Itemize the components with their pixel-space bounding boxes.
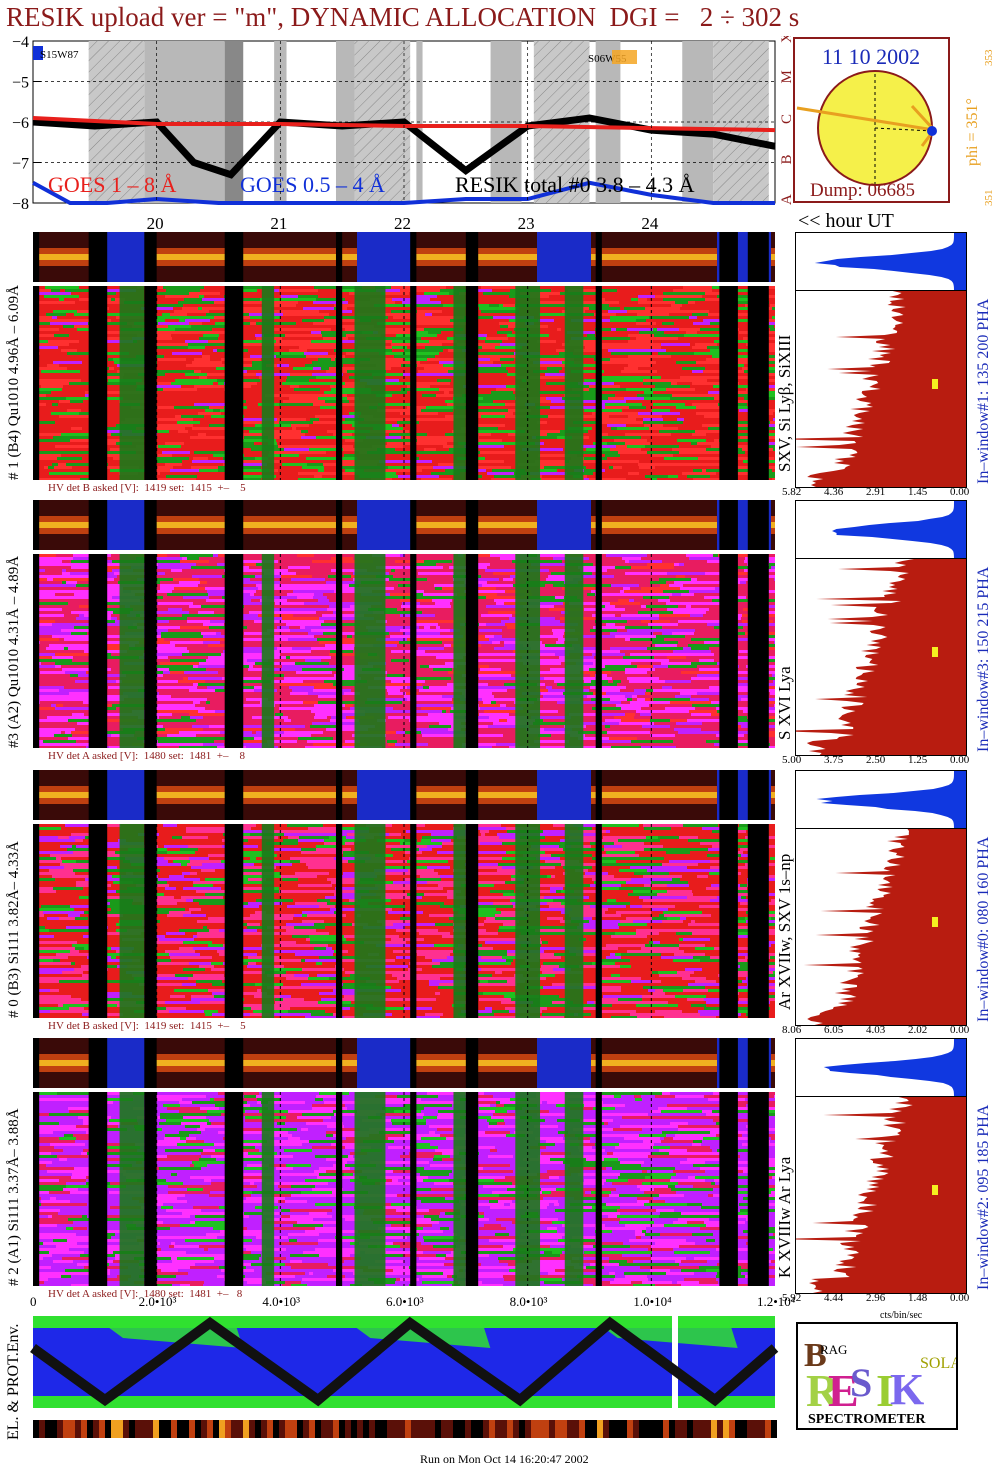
spectrum-xtick: 1.25 — [908, 754, 928, 766]
hour-ut-label: << hour UT — [798, 210, 894, 232]
goes-class-letter: B — [779, 154, 795, 164]
ar-left-label: S15W87 — [40, 49, 79, 61]
spectral-lines-label: Ar XVIIw, SXV 1s–np — [775, 853, 794, 1010]
orbit-position-plot: 11 10 2002 Dump: 06685 phi = 351° 353 35… — [793, 37, 995, 207]
orbit-date: 11 10 2002 — [822, 44, 920, 69]
goes-05-4-series — [32, 180, 775, 205]
hv-setting: HV det A asked [V]: 1480 set: 1481 +– 8 — [48, 750, 245, 762]
goes-ytick: −6 — [12, 115, 29, 132]
panel-ylabel: # 1 (B4) Qu1010 4.96Å – 6.09Å — [6, 285, 22, 480]
legend-goes054: GOES 0.5 – 4 Å — [240, 172, 385, 197]
hv-setting: HV det B asked [V]: 1419 set: 1415 +– 5 — [48, 1020, 246, 1032]
spectrum-xtick: 6.05 — [824, 1024, 844, 1036]
resik-logo: B RAG R E S I K SOLAR SPECTROMETER — [796, 1322, 973, 1430]
pha-strip — [20, 1038, 777, 1088]
svg-text:351: 351 — [983, 190, 995, 207]
spectrogram — [33, 286, 775, 480]
time-xtick: 0 — [30, 1294, 37, 1309]
legend-goes18: GOES 1 – 8 Å — [48, 172, 176, 197]
line-spectrum — [776, 1096, 967, 1294]
hour-tick-label: 21 — [270, 214, 287, 233]
run-timestamp: Run on Mon Oct 14 16:20:47 2002 — [420, 1452, 589, 1466]
spectrum-xtick: 1.48 — [908, 1292, 928, 1304]
spectrum-xtick: 2.91 — [866, 486, 886, 498]
hour-tick-label: 24 — [641, 214, 659, 233]
goes-class-letter: X — [779, 36, 795, 43]
spectrum-xtick: 4.36 — [824, 486, 844, 498]
legend-resik: RESIK total #0 3.8 – 4.3 Å — [455, 172, 695, 197]
spectrogram — [33, 824, 775, 1018]
spectrum-xtick: 2.96 — [866, 1292, 886, 1304]
spectral-lines-label: SXV, Si Lyβ, SiXIII — [775, 334, 794, 472]
dump-label: Dump: 06685 — [810, 180, 915, 201]
spectral-lines-label: S XVI Lya — [775, 666, 794, 740]
window-label: In–window#0: 080 160 PHA — [975, 836, 992, 1022]
svg-text:353: 353 — [983, 49, 995, 66]
window-label: In–window#2: 095 185 PHA — [975, 1104, 992, 1290]
spectrum-xtick: 5.92 — [782, 1292, 802, 1304]
particle-environment-plot: 0 2.0•10³ 4.0•10³ 6.0•10³ 8.0•10³ 1.0•10⁴ 1.2•… — [30, 1294, 796, 1438]
spectrum-xtick: 5.00 — [782, 754, 802, 766]
panel-ylabel: #3 (A2) Qu1010 4.31Å – 4.89Å — [6, 555, 22, 748]
goes-ytick: −5 — [12, 75, 29, 92]
pha-histogram — [795, 770, 967, 830]
time-xtick: 6.0•10³ — [386, 1294, 424, 1309]
spectrum-xtick: 0.00 — [950, 1024, 970, 1036]
goes-class-letter: M — [779, 70, 795, 83]
spectrum-xtick: 1.45 — [908, 486, 928, 498]
spectrum-xtick: 8.06 — [782, 1024, 802, 1036]
spectrum-xtick: 4.44 — [824, 1292, 844, 1304]
pha-strip — [20, 500, 777, 550]
time-xtick: 4.0•10³ — [262, 1294, 300, 1309]
panel-ylabel: # 2 (A1) Si111 3.37Å– 3.88Å — [6, 1108, 22, 1286]
goes-class-letter: C — [779, 114, 795, 124]
pha-histogram — [795, 232, 967, 292]
spectrum-xtick: 3.75 — [824, 754, 844, 766]
hour-tick-label: 20 — [147, 214, 164, 233]
spectrogram — [33, 1092, 775, 1286]
position-dot — [927, 126, 937, 136]
time-xtick: 2.0•10³ — [139, 1294, 177, 1309]
cts-label: cts/bin/sec — [880, 1310, 923, 1321]
panel-ylabel: # 0 (B3) Si111 3.82Å– 4.33Å — [6, 841, 22, 1018]
pha-histogram — [795, 500, 967, 560]
spectrum-xtick: 0.00 — [950, 486, 970, 498]
pha-histogram — [795, 1038, 967, 1098]
spectrum-xtick: 0.00 — [950, 1292, 970, 1304]
goes-ytick: −4 — [12, 36, 29, 51]
hour-tick-label: 23 — [518, 214, 535, 233]
phi-label: phi = 351° — [964, 98, 981, 166]
spectral-lines-label: K XVIIIw Ar Lya — [775, 1156, 794, 1278]
line-spectrum — [771, 290, 967, 488]
hv-setting: HV det A asked [V]: 1480 set: 1481 +– 8 — [48, 1288, 243, 1300]
pha-strip — [20, 770, 777, 820]
hv-setting: HV det B asked [V]: 1419 set: 1415 +– 5 — [48, 482, 246, 494]
spectrum-xtick: 2.50 — [866, 754, 886, 766]
hour-tick-label: 22 — [394, 214, 411, 233]
spectrogram — [33, 554, 775, 748]
spectrum-xtick: 4.03 — [866, 1024, 886, 1036]
time-xtick: 1.0•10⁴ — [633, 1294, 672, 1309]
line-spectrum — [773, 558, 967, 756]
pha-strip — [20, 232, 777, 282]
line-spectrum — [795, 828, 967, 1026]
spectrum-xtick: 0.00 — [950, 754, 970, 766]
goes-class-letter: A — [779, 194, 795, 205]
time-xtick: 1.2•10⁴ — [757, 1294, 796, 1309]
time-xtick: 8.0•10³ — [510, 1294, 548, 1309]
spectrum-xtick: 5.82 — [782, 486, 802, 498]
page-title: RESIK upload ver = "m", DYNAMIC ALLOCATI… — [6, 2, 800, 32]
goes-ytick: −8 — [12, 196, 29, 213]
window-label: In–window#3: 150 215 PHA — [975, 566, 992, 752]
spectrum-xtick: 2.02 — [908, 1024, 928, 1036]
window-label: In–window#1: 135 200 PHA — [975, 298, 992, 484]
goes-ytick: −7 — [12, 156, 29, 173]
ar-left-marker — [33, 46, 43, 60]
